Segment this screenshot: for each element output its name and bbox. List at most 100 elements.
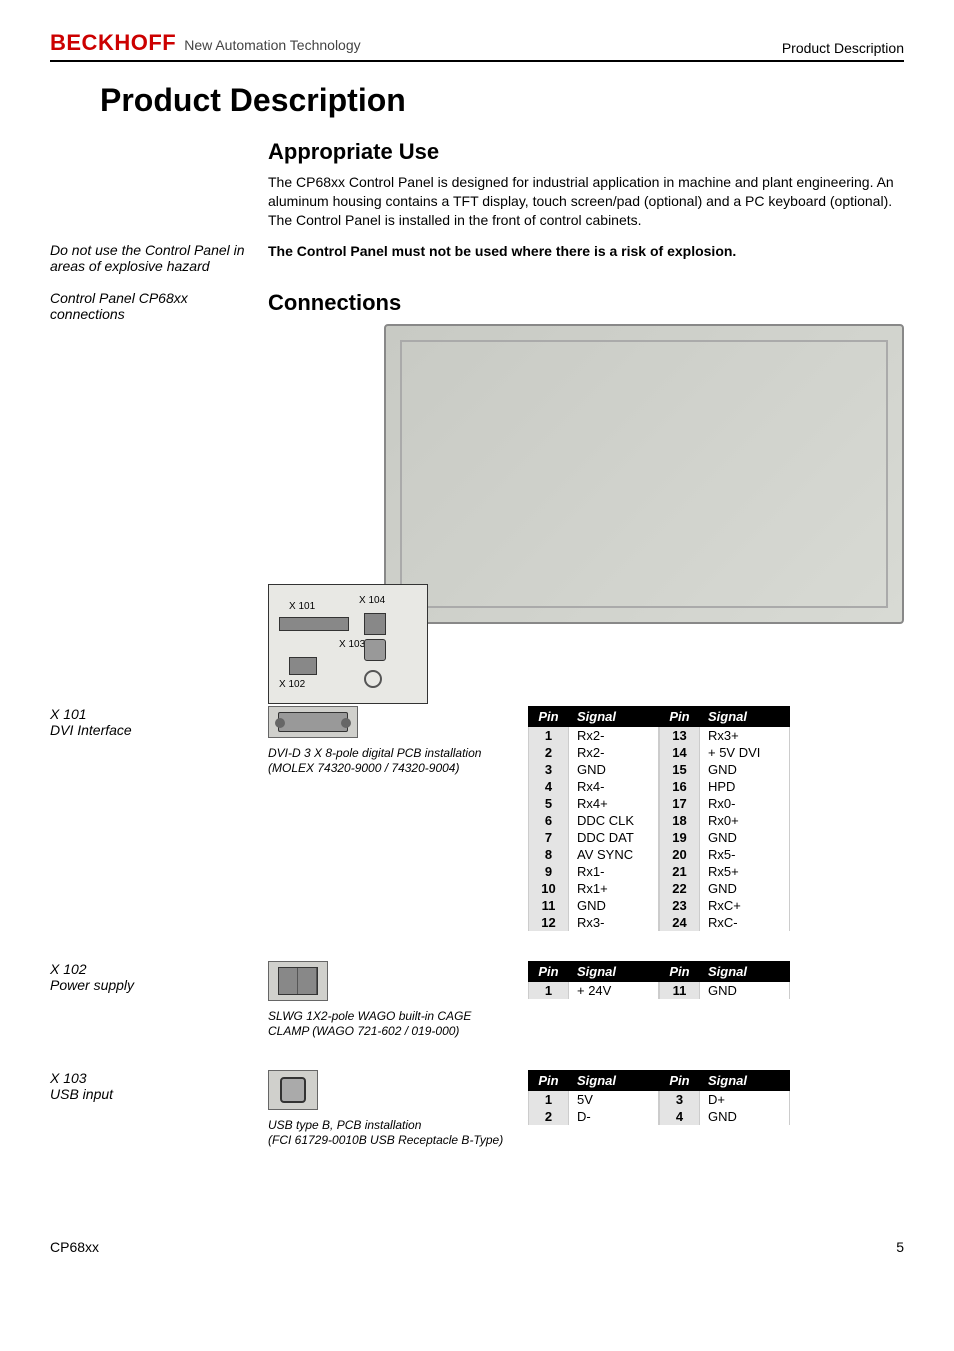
- footer-page-number: 5: [896, 1239, 904, 1255]
- x103-pin-tables: PinSignal 15V2D- PinSignal 3D+4GND: [528, 1070, 904, 1125]
- table-row: 13Rx3+: [660, 726, 790, 744]
- table-row: 21Rx5+: [660, 863, 790, 880]
- signal-cell: GND: [700, 880, 790, 897]
- control-panel-photo: [384, 324, 904, 624]
- table-row: 8AV SYNC: [529, 846, 659, 863]
- signal-cell: Rx4-: [569, 778, 659, 795]
- pin-cell: 16: [660, 778, 700, 795]
- table-row: 14+ 5V DVI: [660, 744, 790, 761]
- pin-cell: 22: [660, 880, 700, 897]
- pin-cell: 11: [660, 981, 700, 999]
- pin-cell: 4: [660, 1108, 700, 1125]
- pin-cell: 1: [529, 981, 569, 999]
- side-label-x103-name: X 103: [50, 1070, 250, 1086]
- table-row: 15V: [529, 1090, 659, 1108]
- pin-cell: 10: [529, 880, 569, 897]
- x101-table-left: PinSignal 1Rx2-2Rx2-3GND4Rx4-5Rx4+6DDC C…: [528, 706, 659, 931]
- table-row: 9Rx1-: [529, 863, 659, 880]
- connector-inset-photo: X 101 X 104 X 103 X 102: [268, 584, 428, 704]
- inset-ground-icon: [364, 670, 382, 688]
- signal-cell: D+: [700, 1090, 790, 1108]
- x102-caption-2: CLAMP (WAGO 721-602 / 019-000): [268, 1024, 518, 1040]
- signal-cell: HPD: [700, 778, 790, 795]
- th-signal: Signal: [700, 1070, 790, 1090]
- pin-cell: 20: [660, 846, 700, 863]
- appropriate-use-body: The CP68xx Control Panel is designed for…: [268, 173, 904, 230]
- side-note-connections: Control Panel CP68xx connections: [50, 290, 260, 706]
- pin-cell: 23: [660, 897, 700, 914]
- signal-cell: + 24V: [569, 981, 659, 999]
- pin-cell: 14: [660, 744, 700, 761]
- table-row: 7DDC DAT: [529, 829, 659, 846]
- signal-cell: Rx5-: [700, 846, 790, 863]
- page-header: BECKHOFF New Automation Technology Produ…: [50, 30, 904, 62]
- table-row: 15GND: [660, 761, 790, 778]
- x103-table-left: PinSignal 15V2D-: [528, 1070, 659, 1125]
- th-pin: Pin: [660, 1070, 700, 1090]
- pin-cell: 15: [660, 761, 700, 778]
- x102-caption-1: SLWG 1X2-pole WAGO built-in CAGE: [268, 1009, 518, 1025]
- signal-cell: Rx1-: [569, 863, 659, 880]
- table-row: 17Rx0-: [660, 795, 790, 812]
- th-signal: Signal: [700, 961, 790, 981]
- dvi-connector-image: [268, 706, 358, 738]
- table-row: 18Rx0+: [660, 812, 790, 829]
- heading-appropriate-use: Appropriate Use: [268, 139, 904, 165]
- table-row: 2D-: [529, 1108, 659, 1125]
- pin-cell: 19: [660, 829, 700, 846]
- th-signal: Signal: [569, 1070, 659, 1090]
- pin-cell: 1: [529, 1090, 569, 1108]
- explosion-warning: The Control Panel must not be used where…: [268, 242, 904, 261]
- x102-pin-tables: PinSignal 1+ 24V PinSignal 11GND: [528, 961, 904, 999]
- table-row: 4GND: [660, 1108, 790, 1125]
- th-pin: Pin: [660, 961, 700, 981]
- inset-label-x102: X 102: [279, 679, 305, 690]
- header-section-label: Product Description: [782, 40, 904, 56]
- side-label-x102-desc: Power supply: [50, 977, 250, 993]
- pin-cell: 12: [529, 914, 569, 931]
- pin-cell: 6: [529, 812, 569, 829]
- x103-caption-1: USB type B, PCB installation: [268, 1118, 518, 1134]
- signal-cell: Rx2-: [569, 726, 659, 744]
- signal-cell: AV SYNC: [569, 846, 659, 863]
- x102-table-left: PinSignal 1+ 24V: [528, 961, 659, 999]
- signal-cell: Rx0-: [700, 795, 790, 812]
- brand-tagline: New Automation Technology: [184, 37, 360, 53]
- pin-cell: 21: [660, 863, 700, 880]
- table-row: 3D+: [660, 1090, 790, 1108]
- pin-cell: 5: [529, 795, 569, 812]
- side-label-x101-name: X 101: [50, 706, 250, 722]
- th-signal: Signal: [700, 706, 790, 726]
- signal-cell: GND: [569, 761, 659, 778]
- table-row: 23RxC+: [660, 897, 790, 914]
- table-row: 5Rx4+: [529, 795, 659, 812]
- inset-conn-x101-icon: [279, 617, 349, 631]
- side-note-explosive: Do not use the Control Panel in areas of…: [50, 242, 260, 274]
- signal-cell: Rx1+: [569, 880, 659, 897]
- table-row: 2Rx2-: [529, 744, 659, 761]
- table-row: 22GND: [660, 880, 790, 897]
- signal-cell: GND: [700, 761, 790, 778]
- table-row: 6DDC CLK: [529, 812, 659, 829]
- table-row: 1+ 24V: [529, 981, 659, 999]
- signal-cell: GND: [700, 829, 790, 846]
- inset-conn-x103-icon: [364, 639, 386, 661]
- x102-table-right: PinSignal 11GND: [659, 961, 790, 999]
- x101-caption-1: DVI-D 3 X 8-pole digital PCB installatio…: [268, 746, 518, 762]
- pin-cell: 2: [529, 744, 569, 761]
- signal-cell: RxC+: [700, 897, 790, 914]
- table-row: 19GND: [660, 829, 790, 846]
- pin-cell: 13: [660, 726, 700, 744]
- signal-cell: D-: [569, 1108, 659, 1125]
- table-row: 16HPD: [660, 778, 790, 795]
- signal-cell: 5V: [569, 1090, 659, 1108]
- pin-cell: 3: [529, 761, 569, 778]
- signal-cell: DDC CLK: [569, 812, 659, 829]
- inset-label-x103: X 103: [339, 639, 365, 650]
- table-row: 3GND: [529, 761, 659, 778]
- inset-conn-x104-icon: [364, 613, 386, 635]
- th-pin: Pin: [529, 706, 569, 726]
- logo-area: BECKHOFF New Automation Technology: [50, 30, 361, 56]
- pin-cell: 3: [660, 1090, 700, 1108]
- signal-cell: Rx3-: [569, 914, 659, 931]
